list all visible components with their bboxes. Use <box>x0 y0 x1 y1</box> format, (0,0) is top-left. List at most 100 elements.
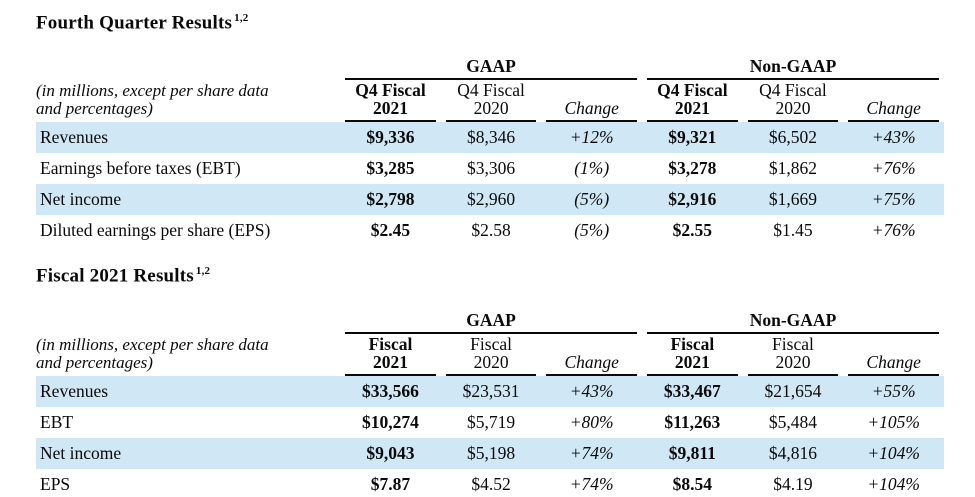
row-label: Net income <box>36 437 341 469</box>
table-note: (in millions, except per share data and … <box>36 334 340 376</box>
group-header-gaap: GAAP <box>340 308 642 334</box>
value-cell: $4.52 <box>471 473 511 494</box>
value-cell: $11,263 <box>664 411 721 432</box>
row-label: Net income <box>36 184 341 216</box>
change-cell: +75% <box>843 184 944 216</box>
row-label: EPS <box>40 473 71 494</box>
section-fiscal-2021: Fiscal 2021 Results 1,2 GAAP Non-GAAP <box>36 259 975 497</box>
change-cell: +55% <box>843 375 944 407</box>
column-header-gaap-change: Change <box>541 334 642 376</box>
value-cell: $2,960 <box>440 184 542 216</box>
value-cell: $4,816 <box>742 437 844 469</box>
value-cell: $1.45 <box>773 220 813 241</box>
footnote-superscript: 1,2 <box>195 265 211 278</box>
table-row-revenues: Revenues $33,566 $23,531 +43% $33,467 $2… <box>36 375 944 407</box>
column-header-gaap-2020: Q4 Fiscal 2020 <box>441 80 542 123</box>
change-cell: +105% <box>867 411 920 432</box>
change-cell: +80% <box>569 411 614 432</box>
change-cell: (5%) <box>541 184 643 216</box>
group-header-row: GAAP Non-GAAP <box>36 308 944 334</box>
column-header-gaap-2020: Fiscal 2020 <box>441 334 542 376</box>
group-row-spacer <box>36 54 340 80</box>
column-header-nongaap-2021: Q4 Fiscal 2021 <box>642 80 743 123</box>
value-cell: $5,198 <box>440 437 542 469</box>
column-header-nongaap-change: Change <box>843 80 944 123</box>
value-cell: $5,484 <box>768 411 818 432</box>
value-cell: $2.45 <box>370 220 411 241</box>
change-cell: (1%) <box>574 158 610 179</box>
table-row-eps: Diluted earnings per share (EPS) $2.45 $… <box>36 215 944 246</box>
group-header-gaap-label: GAAP <box>345 310 638 334</box>
section-title-fiscal-2021: Fiscal 2021 Results 1,2 <box>36 259 975 288</box>
change-cell: +74% <box>541 437 643 469</box>
group-header-gaap: GAAP <box>340 54 642 81</box>
row-label: Revenues <box>36 122 341 154</box>
group-header-row: GAAP Non-GAAP <box>36 54 944 81</box>
change-cell: (5%) <box>574 220 610 241</box>
value-cell: $2,916 <box>642 184 743 216</box>
column-header-nongaap-2021: Fiscal 2021 <box>642 334 743 376</box>
change-cell: +74% <box>569 473 614 494</box>
table-note-line1: (in millions, except per share data <box>36 334 269 354</box>
section-fourth-quarter: Fourth Quarter Results 1,2 GAAP Non-GAAP <box>36 6 975 246</box>
value-cell: $23,531 <box>440 375 542 407</box>
value-cell: $3,285 <box>366 158 415 179</box>
row-label: EBT <box>40 411 74 432</box>
change-cell: +104% <box>843 437 944 469</box>
value-cell: $9,336 <box>340 122 441 154</box>
value-cell: $1,862 <box>768 158 818 179</box>
group-header-gaap-label: GAAP <box>345 56 638 81</box>
change-cell: +76% <box>871 158 916 179</box>
change-cell: +12% <box>541 122 643 154</box>
change-cell: +43% <box>843 122 944 154</box>
section-title-text: Fiscal 2021 Results <box>36 265 194 287</box>
column-header-gaap-2021: Fiscal 2021 <box>340 334 441 376</box>
change-cell: +104% <box>867 473 920 494</box>
table-note: (in millions, except per share data and … <box>36 82 340 122</box>
table-note-cell: (in millions, except per share data and … <box>36 80 340 122</box>
group-row-spacer <box>36 308 340 334</box>
change-cell: +76% <box>871 220 916 241</box>
value-cell: $9,321 <box>642 122 743 154</box>
change-cell: +43% <box>541 375 643 407</box>
table-row-ebt: Earnings before taxes (EBT) $3,285 $3,30… <box>36 153 944 184</box>
table-note-line2: and percentages) <box>36 99 153 119</box>
group-header-non-gaap-label: Non-GAAP <box>647 310 939 334</box>
table-row-eps: EPS $7.87 $4.52 +74% $8.54 $4.19 +104% <box>36 469 944 497</box>
value-cell: $8.54 <box>672 473 713 494</box>
row-label: Revenues <box>36 375 341 407</box>
value-cell: $33,467 <box>642 375 743 407</box>
table-row-net-income: Net income $2,798 $2,960 (5%) $2,916 $1,… <box>36 184 944 216</box>
value-cell: $3,306 <box>467 158 516 179</box>
value-cell: $2.55 <box>672 220 713 241</box>
value-cell: $10,274 <box>362 411 419 432</box>
column-header-gaap-2021: Q4 Fiscal 2021 <box>340 80 441 123</box>
column-header-nongaap-change: Change <box>843 334 944 376</box>
value-cell: $9,811 <box>642 437 743 469</box>
fiscal-2021-table: GAAP Non-GAAP (in millions, except per s… <box>36 308 944 497</box>
value-cell: $21,654 <box>742 375 844 407</box>
table-row-revenues: Revenues $9,336 $8,346 +12% $9,321 $6,50… <box>36 122 944 154</box>
table-row-net-income: Net income $9,043 $5,198 +74% $9,811 $4,… <box>36 437 944 469</box>
value-cell: $3,278 <box>668 158 717 179</box>
value-cell: $4.19 <box>773 473 813 494</box>
table-note-line2: and percentages) <box>36 352 153 372</box>
value-cell: $5,719 <box>467 411 516 432</box>
column-header-gaap-change: Change <box>541 80 642 123</box>
table-row-ebt: EBT $10,274 $5,719 +80% $11,263 $5,484 +… <box>36 407 944 438</box>
group-header-non-gaap: Non-GAAP <box>642 54 944 81</box>
value-cell: $33,566 <box>340 375 441 407</box>
section-title-fourth-quarter: Fourth Quarter Results 1,2 <box>36 6 975 35</box>
section-title-text: Fourth Quarter Results <box>36 12 233 34</box>
value-cell: $7.87 <box>370 473 411 494</box>
column-header-nongaap-2020: Fiscal 2020 <box>743 334 844 376</box>
fourth-quarter-table: GAAP Non-GAAP (in millions, except per s… <box>36 54 944 246</box>
value-cell: $6,502 <box>742 122 844 154</box>
value-cell: $9,043 <box>340 437 441 469</box>
value-cell: $2.58 <box>471 220 511 241</box>
value-cell: $2,798 <box>340 184 441 216</box>
value-cell: $8,346 <box>440 122 542 154</box>
footnote-superscript: 1,2 <box>234 12 249 24</box>
column-header-row: (in millions, except per share data and … <box>36 334 944 376</box>
